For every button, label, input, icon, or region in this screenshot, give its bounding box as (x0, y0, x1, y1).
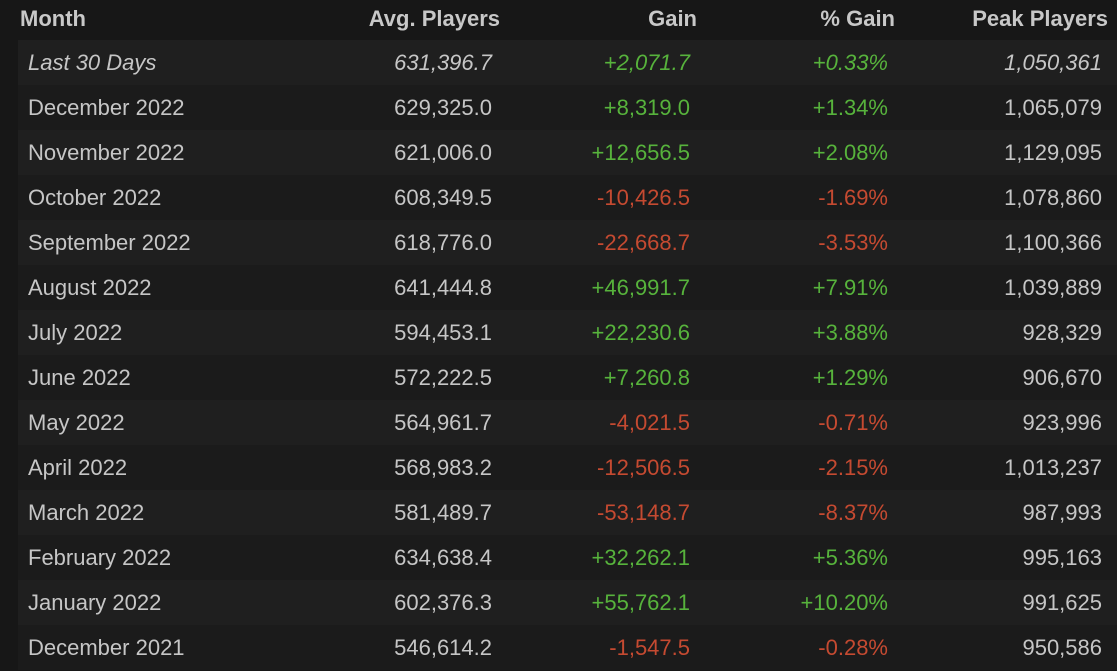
table-row: August 2022 641,444.8 +46,991.7 +7.91% 1,039… (18, 265, 1117, 310)
table-row: January 2022 602,376.3 +55,762.1 +10.20% 991… (18, 580, 1117, 625)
header-cell: Avg. Players (368, 6, 500, 31)
header-cell: Peak Players (972, 6, 1108, 31)
table-cell: June 2022 (28, 365, 131, 390)
table-cell: 1,100,366 (1004, 230, 1102, 255)
table-cell: +22,230.6 (591, 320, 690, 345)
table-cell: 928,329 (1022, 320, 1102, 345)
table-cell: -1.69% (818, 185, 888, 210)
table-cell: April 2022 (28, 455, 128, 480)
table-cell: +7,260.8 (603, 365, 690, 390)
table-cell: +5.36% (812, 545, 888, 570)
table-row: December 2021 546,614.2 -1,547.5 -0.28% 950,… (18, 625, 1117, 670)
table-cell: +8,319.0 (603, 95, 690, 120)
table-cell: +1.29% (812, 365, 888, 390)
table-cell: 923,996 (1022, 410, 1102, 435)
table-cell: November 2022 (28, 140, 185, 165)
table-cell: -0.71% (818, 410, 888, 435)
table-cell: -12,506.5 (597, 455, 690, 480)
table-cell: 564,961.7 (394, 410, 492, 435)
table-cell: 950,586 (1022, 635, 1102, 660)
table-row: May 2022 564,961.7 -4,021.5 -0.71% 923,996 (18, 400, 1117, 445)
table-cell: -53,148.7 (597, 500, 690, 525)
table-cell: 1,078,860 (1004, 185, 1102, 210)
table-cell: 995,163 (1022, 545, 1102, 570)
table-cell: +12,656.5 (591, 140, 690, 165)
table-cell: Last 30 Days (28, 50, 157, 75)
table-cell: -10,426.5 (597, 185, 690, 210)
table-cell: May 2022 (28, 410, 125, 435)
table-cell: +3.88% (812, 320, 888, 345)
table-row: July 2022 594,453.1 +22,230.6 +3.88% 928,329 (18, 310, 1117, 355)
table-cell: December 2021 (28, 635, 185, 660)
header-cell: % Gain (820, 6, 895, 31)
table-row: November 2022 621,006.0 +12,656.5 +2.08% 1,1… (18, 130, 1117, 175)
table-cell: 1,039,889 (1004, 275, 1102, 300)
table-cell: -3.53% (818, 230, 888, 255)
table-cell: 546,614.2 (394, 635, 492, 660)
table-cell: 618,776.0 (394, 230, 492, 255)
table-cell: +2.08% (812, 140, 888, 165)
table-cell: +10.20% (800, 590, 888, 615)
table-cell: +0.33% (812, 50, 888, 75)
table-cell: +7.91% (812, 275, 888, 300)
header-cell: Month (20, 6, 86, 31)
table-cell: October 2022 (28, 185, 162, 210)
table-cell: 631,396.7 (394, 50, 492, 75)
table-cell: September 2022 (28, 230, 191, 255)
table-cell: 987,993 (1022, 500, 1102, 525)
table-cell: +2,071.7 (603, 50, 690, 75)
table-cell: 602,376.3 (394, 590, 492, 615)
table-cell: August 2022 (28, 275, 152, 300)
table-cell: January 2022 (28, 590, 162, 615)
table-row: April 2022 568,983.2 -12,506.5 -2.15% 1,013,… (18, 445, 1117, 490)
table-row: June 2022 572,222.5 +7,260.8 +1.29% 906,670 (18, 355, 1117, 400)
table-row: September 2022 618,776.0 -22,668.7 -3.53% 1,… (18, 220, 1117, 265)
table-cell: 568,983.2 (394, 455, 492, 480)
table-cell: July 2022 (28, 320, 123, 345)
table-cell: 1,050,361 (1004, 50, 1102, 75)
table-cell: 621,006.0 (394, 140, 492, 165)
table-cell: 634,638.4 (394, 545, 492, 570)
table-cell: -8.37% (818, 500, 888, 525)
table-cell: 581,489.7 (394, 500, 492, 525)
table-cell: -1,547.5 (609, 635, 690, 660)
table-cell: February 2022 (28, 545, 172, 570)
table-cell: 1,129,095 (1004, 140, 1102, 165)
table-cell: 572,222.5 (394, 365, 492, 390)
table-row: December 2022 629,325.0 +8,319.0 +1.34% 1,06… (18, 85, 1117, 130)
table-cell: 991,625 (1022, 590, 1102, 615)
table-cell: -0.28% (818, 635, 888, 660)
table-cell: -22,668.7 (597, 230, 690, 255)
table-cell: 1,065,079 (1004, 95, 1102, 120)
table-cell: +46,991.7 (591, 275, 690, 300)
table-cell: -4,021.5 (609, 410, 690, 435)
table-cell: +1.34% (812, 95, 888, 120)
table-cell: December 2022 (28, 95, 185, 120)
table-cell: 906,670 (1022, 365, 1102, 390)
table-cell: 594,453.1 (394, 320, 492, 345)
table-cell: +55,762.1 (591, 590, 690, 615)
table-cell: 1,013,237 (1004, 455, 1102, 480)
table-row: October 2022 608,349.5 -10,426.5 -1.69% 1,07… (18, 175, 1117, 220)
table-row: Last 30 Days 631,396.7 +2,071.7 +0.33% 1,050… (18, 40, 1117, 85)
header-cell: Gain (648, 6, 697, 31)
table-cell: 641,444.8 (394, 275, 492, 300)
table-cell: 629,325.0 (394, 95, 492, 120)
table-cell: -2.15% (818, 455, 888, 480)
table-row: February 2022 634,638.4 +32,262.1 +5.36% 995… (18, 535, 1117, 580)
header-row: Month Avg. Players Gain % Gain Peak Players (0, 0, 1117, 38)
table-cell: +32,262.1 (591, 545, 690, 570)
table-cell: March 2022 (28, 500, 145, 525)
table-row: March 2022 581,489.7 -53,148.7 -8.37% 987,99… (18, 490, 1117, 535)
table-cell: 608,349.5 (394, 185, 492, 210)
